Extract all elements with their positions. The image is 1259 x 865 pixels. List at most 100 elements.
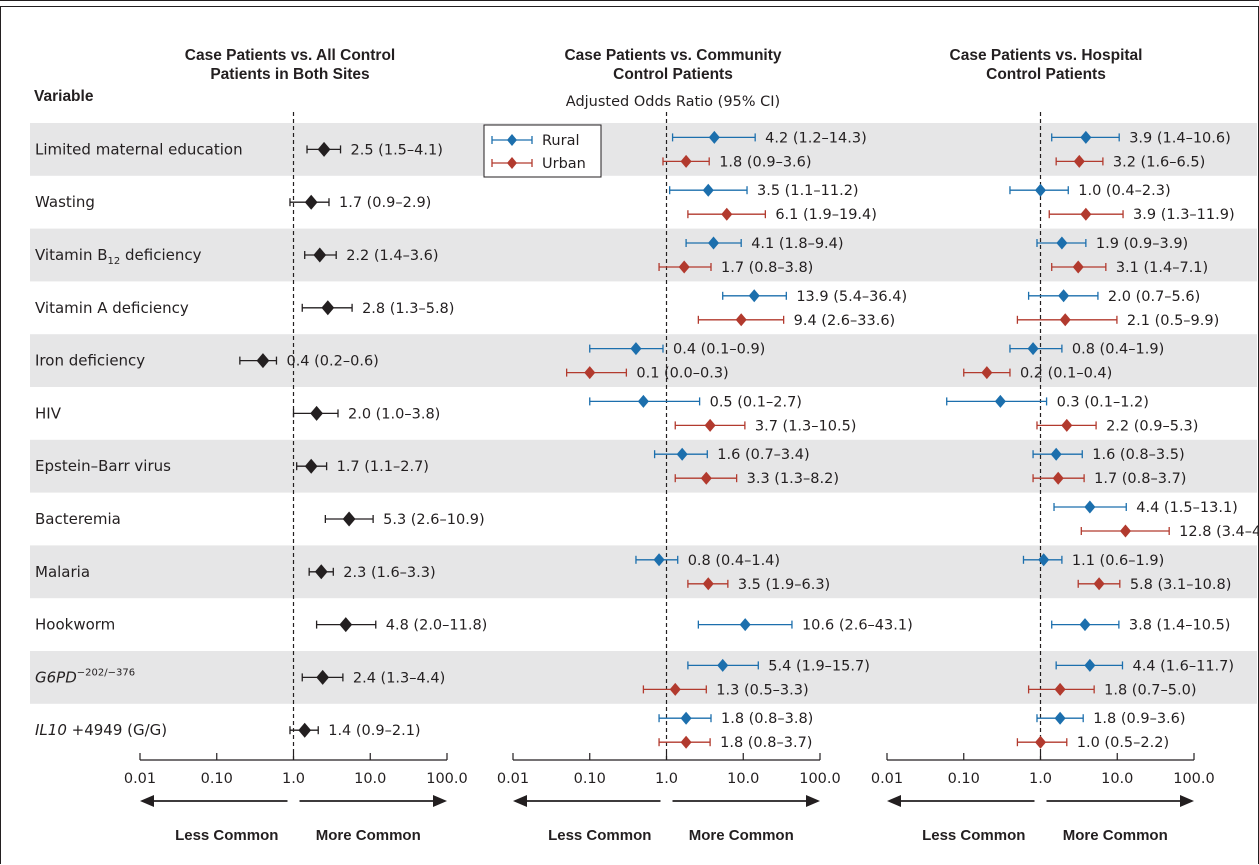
community-rural-marker — [653, 553, 665, 567]
hospital-urban-marker — [1052, 471, 1064, 485]
hospital-urban-value-label: 5.8 (3.1–10.8) — [1130, 577, 1232, 593]
x-tick-label: 1.0 — [282, 771, 305, 787]
row-label: Iron deficiency — [35, 352, 145, 370]
x-tick-label: 0.10 — [201, 771, 233, 787]
row-label: Bacteremia — [35, 510, 121, 528]
hospital-urban-marker — [1119, 524, 1132, 538]
x-tick-label: 0.01 — [497, 771, 529, 787]
row-label-superscript: −202/−376 — [77, 667, 135, 678]
less-common-arrowhead — [513, 795, 527, 807]
x-tick-label: 1.0 — [655, 771, 678, 787]
all-controls-marker — [314, 564, 328, 580]
row-label-rest: +4949 (G/G) — [67, 721, 167, 739]
row-label-main: IL10 — [35, 721, 67, 739]
legend-marker-rural — [507, 134, 517, 146]
community-rural-marker — [702, 183, 714, 197]
hospital-urban-marker — [1073, 154, 1085, 168]
hospital-urban-value-label: 1.7 (0.8–3.7) — [1094, 471, 1186, 487]
all-controls-value-label: 1.4 (0.9–2.1) — [328, 723, 420, 739]
top-rule — [0, 0, 1259, 1]
panel1-header: Case Patients vs. All Control Patients i… — [140, 46, 440, 84]
community-rural-value-label: 0.8 (0.4–1.4) — [688, 553, 780, 569]
row-label-main: Hookworm — [35, 616, 115, 634]
row-band — [30, 651, 1257, 704]
community-urban-value-label: 1.8 (0.9–3.6) — [719, 154, 811, 170]
hospital-urban-marker — [1093, 577, 1105, 591]
community-rural-value-label: 3.5 (1.1–11.2) — [757, 183, 859, 199]
less-common-label: Less Common — [922, 827, 1025, 844]
community-rural-marker — [708, 236, 720, 250]
hospital-urban-value-label: 3.2 (1.6–6.5) — [1113, 154, 1205, 170]
row-label-main: Vitamin B — [35, 246, 108, 264]
row-band — [30, 439, 1257, 493]
panel2-header-line2: Control Patients — [613, 66, 733, 83]
all-controls-value-label: 5.3 (2.6–10.9) — [383, 512, 485, 528]
row-label: IL10 +4949 (G/G) — [35, 721, 167, 739]
community-rural-marker — [708, 130, 720, 144]
less-common-label: Less Common — [548, 827, 651, 844]
community-rural-value-label: 4.2 (1.2–14.3) — [765, 130, 867, 146]
community-rural-value-label: 0.4 (0.1–0.9) — [673, 342, 765, 358]
hospital-rural-marker — [1079, 618, 1091, 632]
row-label-main: HIV — [35, 404, 62, 422]
hospital-rural-value-label: 4.4 (1.6–11.7) — [1132, 658, 1234, 674]
row-label: Vitamin B12 deficiency — [35, 246, 202, 267]
hospital-urban-marker — [1059, 313, 1071, 327]
less-common-arrowhead — [140, 795, 154, 807]
panel3-header-line1: Case Patients vs. Hospital — [949, 47, 1143, 64]
row-label: Epstein–Barr virus — [35, 457, 171, 475]
row-label: Limited maternal education — [35, 140, 243, 158]
all-controls-value-label: 1.7 (1.1–2.7) — [337, 459, 429, 475]
community-rural-value-label: 5.4 (1.9–15.7) — [768, 658, 870, 674]
row-band — [30, 228, 1257, 282]
hospital-rural-value-label: 3.8 (1.4–10.5) — [1129, 618, 1231, 634]
more-common-arrowhead — [806, 795, 820, 807]
community-urban-marker — [721, 207, 733, 221]
all-controls-marker — [342, 511, 356, 527]
hospital-rural-value-label: 0.3 (0.1–1.2) — [1057, 394, 1149, 410]
all-controls-value-label: 1.7 (0.9–2.9) — [339, 195, 431, 211]
community-urban-value-label: 1.7 (0.8–3.8) — [721, 260, 813, 276]
community-urban-marker — [700, 471, 712, 485]
all-controls-marker — [256, 353, 270, 369]
hospital-rural-marker — [1034, 183, 1047, 197]
row-label-subscript: 12 — [108, 256, 121, 267]
more-common-label: More Common — [1063, 827, 1168, 844]
all-controls-value-label: 2.5 (1.5–4.1) — [351, 142, 443, 158]
variable-header: Variable — [34, 88, 94, 105]
hospital-rural-value-label: 1.1 (0.6–1.9) — [1072, 553, 1164, 569]
panel3-header-line2: Control Patients — [986, 66, 1106, 83]
legend-label-urban: Urban — [542, 156, 586, 172]
community-urban-value-label: 6.1 (1.9–19.4) — [775, 207, 877, 223]
top-rule-2 — [0, 6, 1259, 7]
community-rural-marker — [637, 394, 649, 408]
hospital-urban-marker — [1080, 207, 1092, 221]
panel3-header: Case Patients vs. Hospital Control Patie… — [893, 46, 1199, 84]
community-urban-value-label: 3.7 (1.3–10.5) — [755, 418, 857, 434]
hospital-rural-marker — [1084, 500, 1096, 514]
hospital-rural-marker — [1058, 289, 1070, 303]
hospital-urban-value-label: 1.0 (0.5–2.2) — [1077, 735, 1169, 751]
community-rural-marker — [717, 658, 729, 672]
legend-label-rural: Rural — [542, 133, 580, 149]
hospital-urban-value-label: 12.8 (3.4–47.5) — [1179, 524, 1259, 540]
row-label-main: Limited maternal education — [35, 140, 243, 158]
community-rural-marker — [676, 447, 688, 461]
row-label-main: G6PD — [35, 668, 77, 686]
odds-ratio-sublabel: Adjusted Odds Ratio (95% CI) — [565, 94, 781, 110]
panel1-header-line2: Patients in Both Sites — [210, 66, 370, 83]
row-band — [30, 123, 1257, 176]
hospital-rural-value-label: 2.0 (0.7–5.6) — [1108, 289, 1200, 305]
panel2-header: Case Patients vs. Community Control Pati… — [520, 46, 826, 84]
panel1-header-line1: Case Patients vs. All Control — [184, 47, 396, 64]
hospital-urban-value-label: 2.2 (0.9–5.3) — [1106, 418, 1198, 434]
x-tick-label: 100.0 — [799, 771, 841, 787]
community-rural-marker — [680, 711, 692, 725]
row-band — [30, 334, 1257, 387]
hospital-rural-value-label: 0.8 (0.4–1.9) — [1072, 342, 1164, 358]
hospital-rural-value-label: 3.9 (1.4–10.6) — [1129, 130, 1231, 146]
row-label: HIV — [35, 404, 62, 422]
all-controls-marker — [304, 194, 318, 210]
community-rural-value-label: 0.5 (0.1–2.7) — [710, 394, 802, 410]
row-label-main: Bacteremia — [35, 510, 121, 528]
